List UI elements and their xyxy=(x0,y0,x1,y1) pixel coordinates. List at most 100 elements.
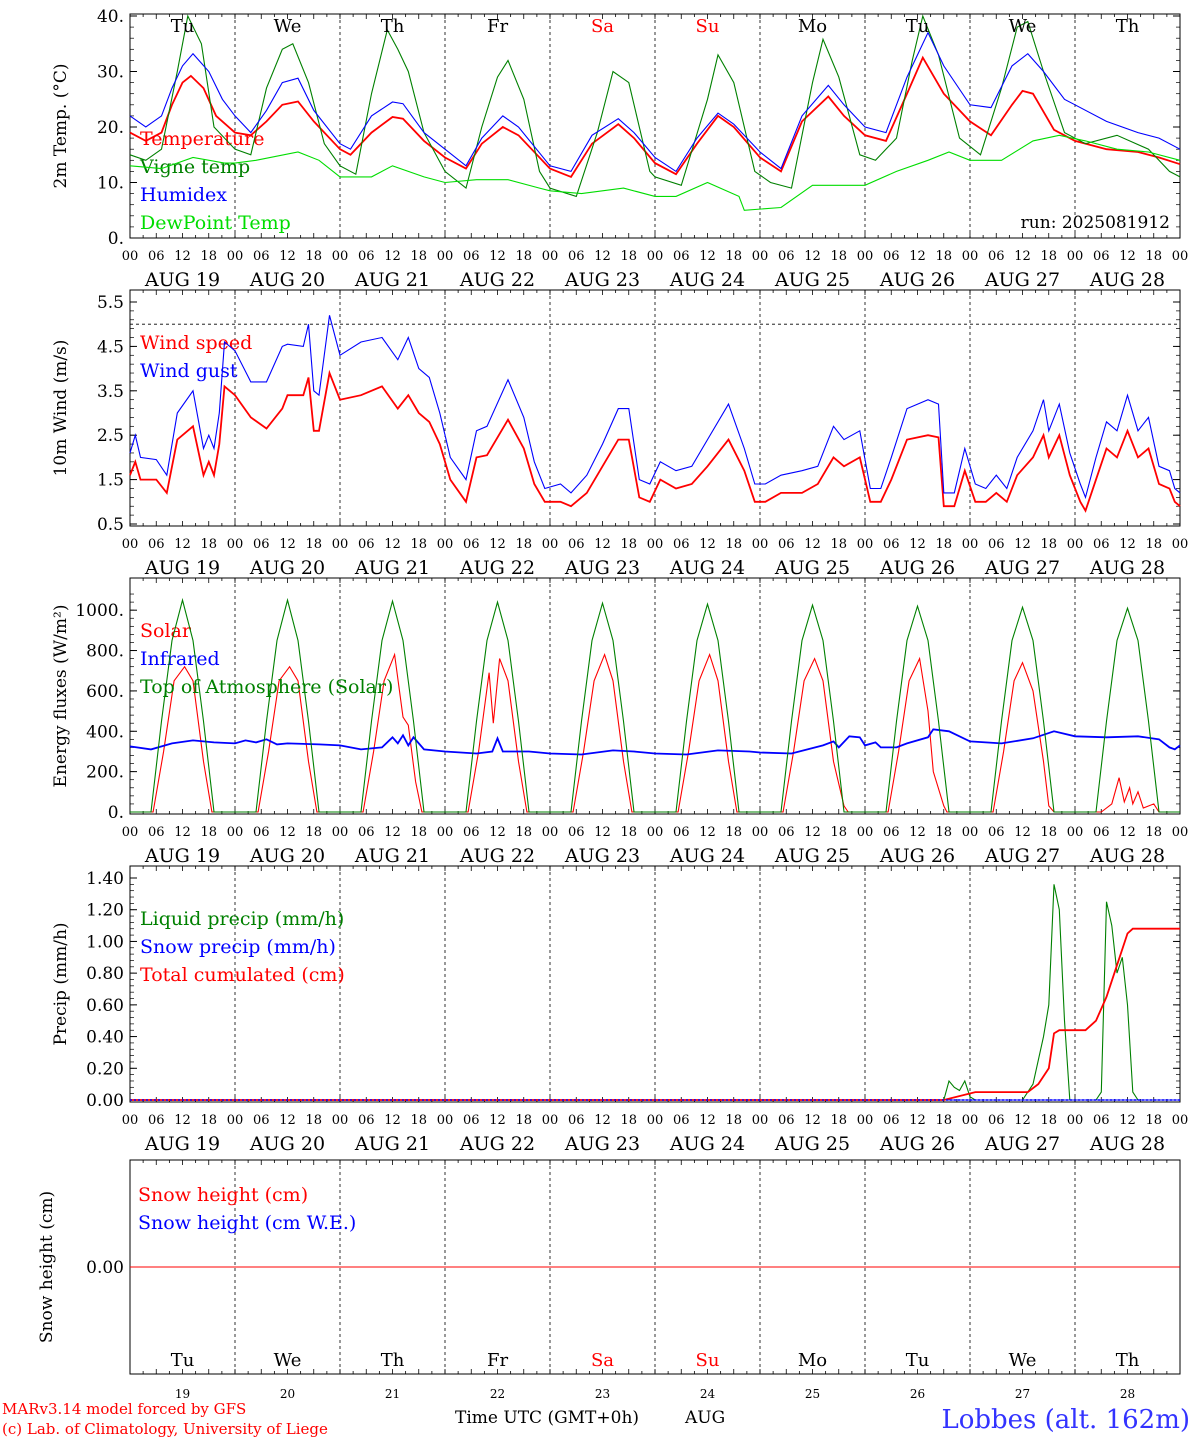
y-tick-label: 0.20 xyxy=(86,1059,124,1079)
x-date-label: AUG 19 xyxy=(144,269,220,291)
x-hour-tick-label: 12 xyxy=(279,825,296,840)
x-date-label: AUG 22 xyxy=(459,557,535,579)
x-hour-tick-label: 12 xyxy=(174,1113,191,1128)
day-abbr-label: Sa xyxy=(591,1350,614,1371)
x-date-label: AUG 25 xyxy=(774,845,850,867)
x-hour-tick-label: 18 xyxy=(305,537,322,552)
x-hour-tick-label: 12 xyxy=(384,537,401,552)
x-hour-tick-label: 12 xyxy=(1119,1113,1136,1128)
x-hour-tick-label: 00 xyxy=(962,537,979,552)
legend-entry: Temperature xyxy=(140,128,264,150)
x-hour-tick-label: 12 xyxy=(1014,249,1031,264)
x-hour-tick-label: 06 xyxy=(778,1113,795,1128)
x-hour-tick-label: 00 xyxy=(1172,249,1189,264)
series-line-vigne-temp xyxy=(129,14,1181,198)
day-abbr-label: We xyxy=(274,1350,302,1371)
x-date-label: AUG 24 xyxy=(669,845,745,867)
day-abbr-label: We xyxy=(1009,16,1037,37)
x-date-label: AUG 27 xyxy=(984,1133,1060,1155)
x-hour-tick-label: 00 xyxy=(542,1113,559,1128)
x-hour-tick-label: 18 xyxy=(200,1113,217,1128)
y-axis-label: 2m Temp. (°C) xyxy=(51,63,71,188)
x-hour-tick-label: 00 xyxy=(962,249,979,264)
y-tick-label: 0. xyxy=(108,229,124,249)
legend-entry: Humidex xyxy=(140,184,227,206)
x-hour-tick-label: 06 xyxy=(673,825,690,840)
x-hour-tick-label: 00 xyxy=(752,1113,769,1128)
x-hour-tick-label: 06 xyxy=(463,1113,480,1128)
x-hour-tick-label: 06 xyxy=(1093,825,1110,840)
x-hour-tick-label: 06 xyxy=(148,1113,165,1128)
series-line-total-cumulated-cm- xyxy=(130,927,1180,1101)
x-hour-tick-label: 00 xyxy=(332,825,349,840)
day-number-label: 28 xyxy=(1120,1387,1135,1401)
y-tick-label: 30. xyxy=(97,63,124,83)
legend-entry: Snow height (cm) xyxy=(138,1184,308,1206)
x-date-label: AUG 24 xyxy=(669,269,745,291)
y-tick-label: 0. xyxy=(108,803,124,823)
footer-time-axis-label: Time UTC (GMT+0h) xyxy=(455,1408,639,1428)
y-tick-label: 40. xyxy=(97,7,124,27)
y-tick-label: 0.80 xyxy=(86,964,124,984)
legend-entry: Snow precip (mm/h) xyxy=(140,936,336,958)
day-abbr-label: Th xyxy=(381,1350,405,1371)
series-line-infrared xyxy=(129,728,1181,756)
x-hour-tick-label: 12 xyxy=(384,249,401,264)
day-abbr-label: Tu xyxy=(906,1350,930,1371)
x-hour-tick-label: 18 xyxy=(200,249,217,264)
x-hour-tick-label: 18 xyxy=(200,537,217,552)
x-hour-tick-label: 00 xyxy=(1067,1113,1084,1128)
x-hour-tick-label: 12 xyxy=(384,1113,401,1128)
x-hour-tick-label: 18 xyxy=(725,1113,742,1128)
x-hour-tick-label: 18 xyxy=(725,249,742,264)
series-line-top-of-atmosphere-solar- xyxy=(130,597,1180,813)
y-tick-label: 0.00 xyxy=(86,1091,124,1111)
x-date-label: AUG 20 xyxy=(249,557,325,579)
day-abbr-label: Tu xyxy=(171,1350,195,1371)
x-hour-tick-label: 12 xyxy=(489,537,506,552)
day-abbr-label: Mo xyxy=(798,1350,827,1371)
footer-month-label: AUG xyxy=(684,1408,725,1428)
x-date-label: AUG 28 xyxy=(1089,557,1165,579)
x-date-label: AUG 24 xyxy=(669,557,745,579)
y-axis-label: Energy fluxes (W/m²) xyxy=(51,605,71,788)
x-hour-tick-label: 18 xyxy=(1040,825,1057,840)
x-hour-tick-label: 12 xyxy=(1014,537,1031,552)
panel-1: 0. 10. 20. 30. 40. 2m Temp. (°C) Temperature Vi… xyxy=(51,7,1188,291)
x-hour-tick-label: 00 xyxy=(437,537,454,552)
x-date-label: AUG 28 xyxy=(1089,269,1165,291)
x-hour-tick-label: 06 xyxy=(148,825,165,840)
day-number-label: 25 xyxy=(805,1387,820,1401)
x-hour-tick-label: 18 xyxy=(1040,1113,1057,1128)
x-date-label: AUG 27 xyxy=(984,269,1060,291)
y-tick-label: 3.5 xyxy=(97,382,124,402)
x-hour-tick-label: 00 xyxy=(857,825,874,840)
x-date-label: AUG 19 xyxy=(144,845,220,867)
x-hour-tick-label: 12 xyxy=(174,825,191,840)
series-line-humidex xyxy=(129,31,1181,173)
x-date-label: AUG 22 xyxy=(459,269,535,291)
x-hour-tick-label: 18 xyxy=(1040,537,1057,552)
day-abbr-label: Tu xyxy=(906,16,930,37)
x-hour-tick-label: 12 xyxy=(1014,1113,1031,1128)
x-hour-tick-label: 12 xyxy=(489,249,506,264)
x-date-label: AUG 20 xyxy=(249,269,325,291)
x-hour-tick-label: 06 xyxy=(253,249,270,264)
x-hour-tick-label: 12 xyxy=(174,249,191,264)
x-hour-tick-label: 12 xyxy=(699,249,716,264)
y-tick-label: 0.5 xyxy=(97,515,124,535)
x-hour-tick-label: 18 xyxy=(305,249,322,264)
x-hour-tick-label: 00 xyxy=(857,249,874,264)
y-tick-label: 1.5 xyxy=(97,471,124,491)
x-hour-tick-label: 06 xyxy=(988,537,1005,552)
x-hour-tick-label: 18 xyxy=(1145,825,1162,840)
x-date-label: AUG 21 xyxy=(354,557,430,579)
legend-entry: Infrared xyxy=(140,648,220,670)
x-hour-tick-label: 00 xyxy=(647,249,664,264)
y-tick-label: 0.40 xyxy=(86,1028,124,1048)
x-hour-tick-label: 12 xyxy=(804,537,821,552)
x-hour-tick-label: 06 xyxy=(883,1113,900,1128)
x-date-label: AUG 26 xyxy=(879,1133,955,1155)
